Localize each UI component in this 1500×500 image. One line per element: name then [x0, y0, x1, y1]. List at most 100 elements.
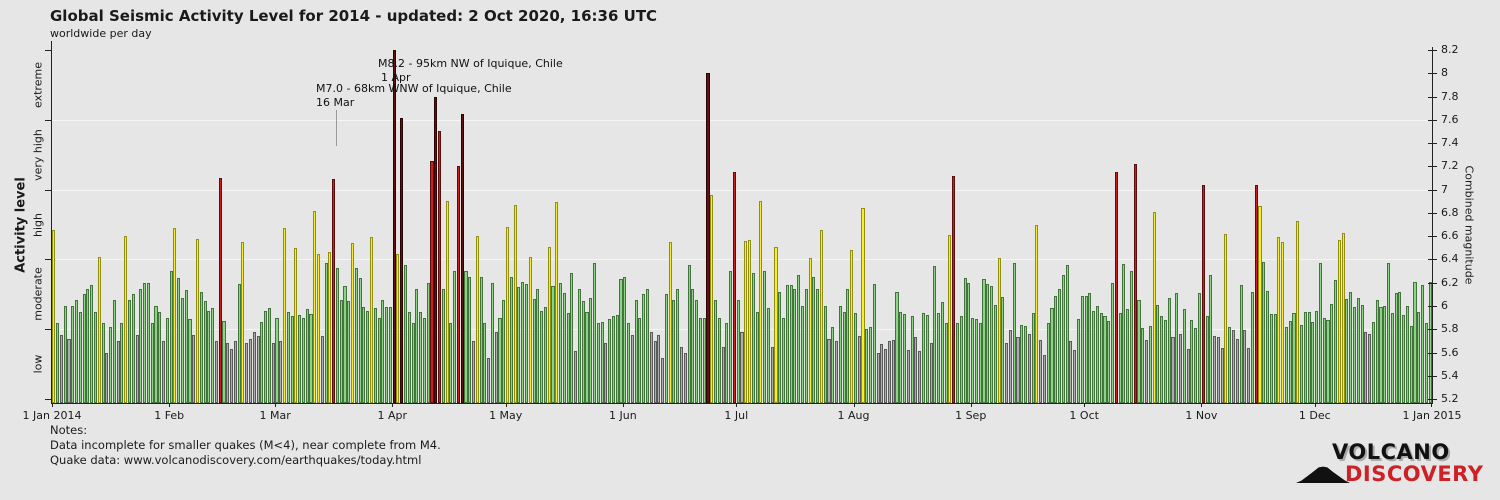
- bar-may-19: [574, 351, 578, 403]
- bar-apr-21: [479, 276, 483, 403]
- x-tick-label: 1 Nov: [1185, 409, 1218, 422]
- bar-jul-18: [823, 305, 827, 403]
- bar-may-15: [558, 282, 563, 403]
- bar-jul-10: [770, 346, 774, 403]
- left-tick: [45, 50, 52, 51]
- bar-feb-17: [230, 349, 234, 403]
- bar-aug-31: [967, 282, 971, 403]
- bar-aug-7: [876, 352, 880, 403]
- bar-nov-9: [1231, 330, 1236, 403]
- bar-jun-5: [717, 317, 721, 403]
- right-tick: [1428, 282, 1437, 284]
- x-tick: [853, 403, 855, 407]
- bar-aug-1: [921, 312, 926, 403]
- bar-mar-14: [324, 262, 328, 403]
- right-tick: [1428, 236, 1437, 238]
- right-tick: [1428, 143, 1437, 145]
- bar-jan-7: [127, 300, 132, 403]
- bar-apr-7: [441, 288, 445, 403]
- bar-sep-5: [986, 283, 990, 403]
- bar-jun-3: [630, 335, 634, 403]
- bar-may-22: [585, 311, 589, 403]
- bar-feb-20: [241, 241, 245, 403]
- bar-sep-24: [1058, 288, 1062, 403]
- bar-jun-4: [672, 300, 676, 403]
- bar-jul-16: [793, 288, 797, 403]
- bar-aug-14: [903, 314, 907, 403]
- logo-word-discovery: DISCOVERY: [1345, 462, 1484, 486]
- notes-block: Notes: Data incomplete for smaller quake…: [50, 423, 441, 468]
- bar-mar-18: [381, 300, 385, 403]
- bar-jun-6: [664, 294, 668, 403]
- bar-sep-8: [997, 258, 1001, 403]
- right-tick: [1428, 189, 1437, 191]
- bar-jan-5: [67, 338, 71, 403]
- annotation-leader-line: [336, 110, 337, 146]
- bar-dec-11: [1352, 307, 1357, 403]
- bar-nov-1: [1254, 184, 1258, 403]
- bar-jul-27: [834, 340, 839, 403]
- bar-dec-11: [1379, 307, 1383, 403]
- bar-mar-12: [317, 253, 321, 403]
- bar-jul-14: [789, 285, 793, 403]
- bar-jun-7: [676, 288, 680, 403]
- bar-mar-17: [335, 267, 339, 403]
- bar-oct-13: [1129, 271, 1133, 403]
- bar-mar-18: [339, 300, 343, 403]
- bar-nov-21: [1277, 237, 1281, 403]
- bar-jun-1: [623, 276, 627, 403]
- bar-mar-10: [309, 314, 313, 403]
- bar-aug-16: [959, 316, 963, 403]
- x-tick-label: 1 Jun: [609, 409, 637, 422]
- gridline: [52, 259, 1432, 261]
- bar-jun-8: [649, 331, 653, 403]
- annotation-m82-date: 1 Apr: [381, 71, 411, 84]
- bar-oct-1: [1084, 295, 1088, 403]
- right-tick-label: 8.2: [1441, 43, 1459, 56]
- bar-mar-11: [313, 210, 317, 403]
- bar-may-26: [600, 322, 604, 403]
- bar-jun-18: [687, 265, 691, 403]
- bar-aug-1: [853, 312, 857, 403]
- bar-oct-16: [1141, 328, 1145, 403]
- bar-sep-1: [971, 317, 975, 403]
- x-tick-label: 1 Oct: [1069, 409, 1099, 422]
- bar-jun-29: [729, 271, 733, 403]
- bar-jun-2: [725, 323, 729, 403]
- x-tick-label: 1 May: [489, 409, 523, 422]
- bar-jan-3: [59, 335, 63, 403]
- bar-jul-9: [766, 308, 771, 403]
- bar-sep-4: [982, 279, 986, 403]
- right-axis-title: Combined magnitude: [1462, 165, 1476, 285]
- bar-dec-3: [1322, 317, 1326, 403]
- bar-oct-14: [1133, 164, 1137, 403]
- bar-mar-7: [298, 315, 302, 403]
- bar-oct-8: [1110, 282, 1115, 403]
- right-tick-label: 8: [1441, 66, 1448, 80]
- bar-mar-24: [388, 307, 392, 403]
- bar-may-18: [570, 273, 574, 403]
- x-tick-label: 1 Apr: [377, 409, 408, 422]
- bar-dec-10: [1398, 292, 1402, 403]
- x-tick: [970, 403, 972, 407]
- bar-feb-19: [237, 283, 241, 403]
- bar-oct-24: [1171, 337, 1175, 403]
- bar-aug-27: [952, 175, 956, 403]
- bar-may-17: [566, 312, 570, 403]
- right-tick: [1428, 305, 1437, 307]
- bar-jun-5: [702, 317, 706, 403]
- bar-apr-7: [415, 288, 419, 403]
- activity-level-label-moderate: moderate: [31, 267, 45, 322]
- bar-nov-6: [1247, 347, 1251, 403]
- bar-sep-10: [1005, 343, 1009, 403]
- bar-jan-20: [124, 236, 128, 403]
- bar-oct-16: [1194, 328, 1198, 403]
- bar-jun-9: [653, 340, 657, 403]
- bar-nov-4: [1213, 336, 1217, 403]
- bar-oct-18: [1148, 325, 1152, 403]
- right-tick-label: 7.6: [1441, 112, 1459, 126]
- bar-oct-11: [1122, 264, 1126, 403]
- bar-jan-8: [158, 311, 162, 403]
- bar-jan-10: [139, 288, 143, 403]
- bar-dec-1: [1315, 310, 1319, 403]
